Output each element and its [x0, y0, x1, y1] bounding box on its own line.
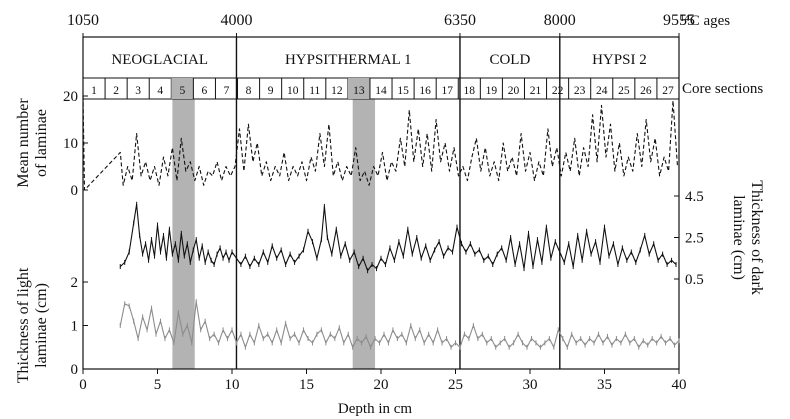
- series-lines: [82, 95, 680, 350]
- x-tick-label: 35: [597, 377, 612, 393]
- series-axis-label: Thickness of lightlaminae (cm): [15, 267, 50, 383]
- period-label: NEOGLACIAL: [111, 52, 208, 68]
- section-highlight: [171, 78, 194, 99]
- section-label: 13: [353, 85, 365, 97]
- chart-frame: [82, 36, 680, 370]
- y-tick-label: 4.5: [685, 189, 704, 205]
- period-label: HYPSI 2: [592, 52, 647, 68]
- section-label: 17: [441, 85, 453, 97]
- y-tick-label: 0.5: [685, 272, 704, 288]
- series-axis-label-line: Thickness of dark: [748, 180, 765, 295]
- section-label: 9: [268, 85, 274, 97]
- section-label: 18: [464, 85, 476, 97]
- series-line-1: [82, 95, 679, 191]
- section-label: 19: [486, 85, 498, 97]
- age-label: 6350: [444, 12, 476, 29]
- section-label: 14: [375, 85, 387, 97]
- age-label: 9555: [663, 12, 695, 29]
- section-label: 15: [397, 85, 409, 97]
- x-tick-label: 20: [374, 377, 389, 393]
- series-axis-label-line: laminae (cm): [730, 195, 747, 280]
- section-label: 1: [91, 85, 97, 97]
- c14-age-axis: ¹⁴C ages 1050 4000 6350 8000 9555: [67, 12, 730, 37]
- series-axis-label-line: laminae (cm): [33, 283, 50, 368]
- x-tick-label: 10: [225, 377, 240, 393]
- series-line-3: [119, 301, 680, 348]
- section-label: 21: [530, 85, 542, 97]
- series-axis-label: Mean numberof laminae: [15, 98, 50, 188]
- section-label: 7: [224, 85, 230, 97]
- x-tick-label: 40: [672, 377, 687, 393]
- section-label: 24: [596, 85, 608, 97]
- section-label: 23: [574, 85, 586, 97]
- x-tick-label: 15: [299, 377, 314, 393]
- age-label: 1050: [67, 12, 99, 29]
- period-labels: NEOGLACIAL HYPSITHERMAL 1 COLD HYPSI 2: [111, 52, 646, 68]
- section-label: 16: [419, 85, 431, 97]
- y-tick-label: 2: [71, 275, 79, 291]
- section-label: 8: [246, 85, 252, 97]
- y-tick-label: 0: [71, 362, 79, 378]
- section-label: 20: [508, 85, 520, 97]
- section-label: 11: [309, 85, 320, 97]
- core-sections-row: Core sections 1 2 3 4 5 6 7 8 9 10 11 12 13 14 15 16 17 1…: [83, 77, 763, 100]
- highlight-bands: [172, 99, 376, 369]
- section-label: 22: [552, 85, 564, 97]
- series-line-2: [119, 203, 677, 272]
- age-label: 4000: [220, 12, 252, 29]
- x-tick-label: 0: [79, 377, 87, 393]
- section-label: 5: [179, 85, 185, 97]
- section-label: 2: [113, 85, 119, 97]
- section-label: 25: [618, 85, 630, 97]
- period-label: COLD: [489, 52, 530, 68]
- age-label: 8000: [544, 12, 576, 29]
- y-tick-label: 10: [63, 136, 78, 152]
- section-label: 6: [202, 85, 208, 97]
- y-tick-label: 1: [71, 319, 79, 335]
- section-label: 10: [287, 85, 299, 97]
- series-axis-label-line: Mean number: [15, 98, 32, 188]
- series-axis-label: Thickness of darklaminae (cm): [730, 180, 765, 295]
- x-tick-label: 30: [523, 377, 538, 393]
- section-label: 3: [135, 85, 141, 97]
- core-sections-label: Core sections: [682, 81, 763, 97]
- y-tick-label: 20: [63, 89, 78, 105]
- section-label: 4: [157, 85, 163, 97]
- c14-axis-label: ¹⁴C ages: [680, 13, 730, 29]
- period-label: HYPSITHERMAL 1: [285, 52, 412, 68]
- y-tick-label: 2.5: [685, 231, 704, 247]
- x-tick-label: 5: [154, 377, 162, 393]
- series-axis-label-line: of laminae: [33, 109, 50, 177]
- section-highlight: [347, 78, 370, 99]
- section-label: 26: [640, 85, 652, 97]
- series-axis-label-line: Thickness of light: [15, 267, 32, 383]
- highlight-band-section-13: [352, 99, 376, 369]
- section-label: 12: [331, 85, 343, 97]
- x-axis-label: Depth in cm: [338, 401, 412, 417]
- y-tick-label: 0: [71, 183, 79, 199]
- section-label: 27: [662, 85, 674, 97]
- x-tick-label: 25: [448, 377, 463, 393]
